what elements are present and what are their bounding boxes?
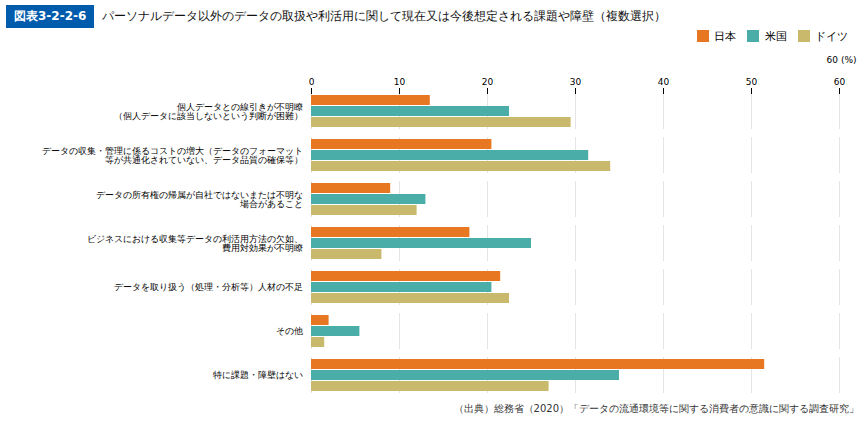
html-text:ドイツ: ドイツ xyxy=(815,29,848,43)
svg-text:60 (%): 60 (%) xyxy=(827,55,857,65)
svg-text:40: 40 xyxy=(658,77,670,87)
html-text:パーソナルデータ以外のデータの取扱や利活用に関して現在又は今: パーソナルデータ以外のデータの取扱や利活用に関して現在又は今後想定される課題や障… xyxy=(102,8,667,23)
svg-text:ビジネスにおける収集等データの利活用方法の欠如、費用対効果が: ビジネスにおける収集等データの利活用方法の欠如、費用対効果が不明瞭 xyxy=(87,234,303,253)
svg-text:データの収集・管理に係るコストの増大（データのフォーマット等: データの収集・管理に係るコストの増大（データのフォーマット等が共通化されていない… xyxy=(42,146,303,165)
svg-text:50: 50 xyxy=(746,77,758,87)
html-text:日本: 日本 xyxy=(714,29,736,43)
svg-text:10: 10 xyxy=(394,77,406,87)
html-text:（出典）総務省（2020）「データの流通環境等に関する消費者: （出典）総務省（2020）「データの流通環境等に関する消費者の意識に関する調査研… xyxy=(453,403,859,414)
html-text:米国: 米国 xyxy=(764,29,787,43)
html-text:図表3-2-2-6: 図表3-2-2-6 xyxy=(14,8,87,23)
svg-text:データを取り扱う（処理・分析等）人材の不足: データを取り扱う（処理・分析等）人材の不足 xyxy=(114,282,303,292)
svg-text:60: 60 xyxy=(834,77,846,87)
svg-text:20: 20 xyxy=(482,77,494,87)
svg-text:個人データとの線引きが不明瞭（個人データに該当しないという判: 個人データとの線引きが不明瞭（個人データに該当しないという判断が困難） xyxy=(114,102,303,121)
svg-text:0: 0 xyxy=(309,77,315,87)
svg-text:その他: その他 xyxy=(276,326,303,336)
svg-text:30: 30 xyxy=(570,77,582,87)
svg-text:データの所有権の帰属が自社ではないまたは不明な場合があること: データの所有権の帰属が自社ではないまたは不明な場合があること xyxy=(96,190,303,209)
svg-text:特に課題・障壁はない: 特に課題・障壁はない xyxy=(213,370,303,380)
